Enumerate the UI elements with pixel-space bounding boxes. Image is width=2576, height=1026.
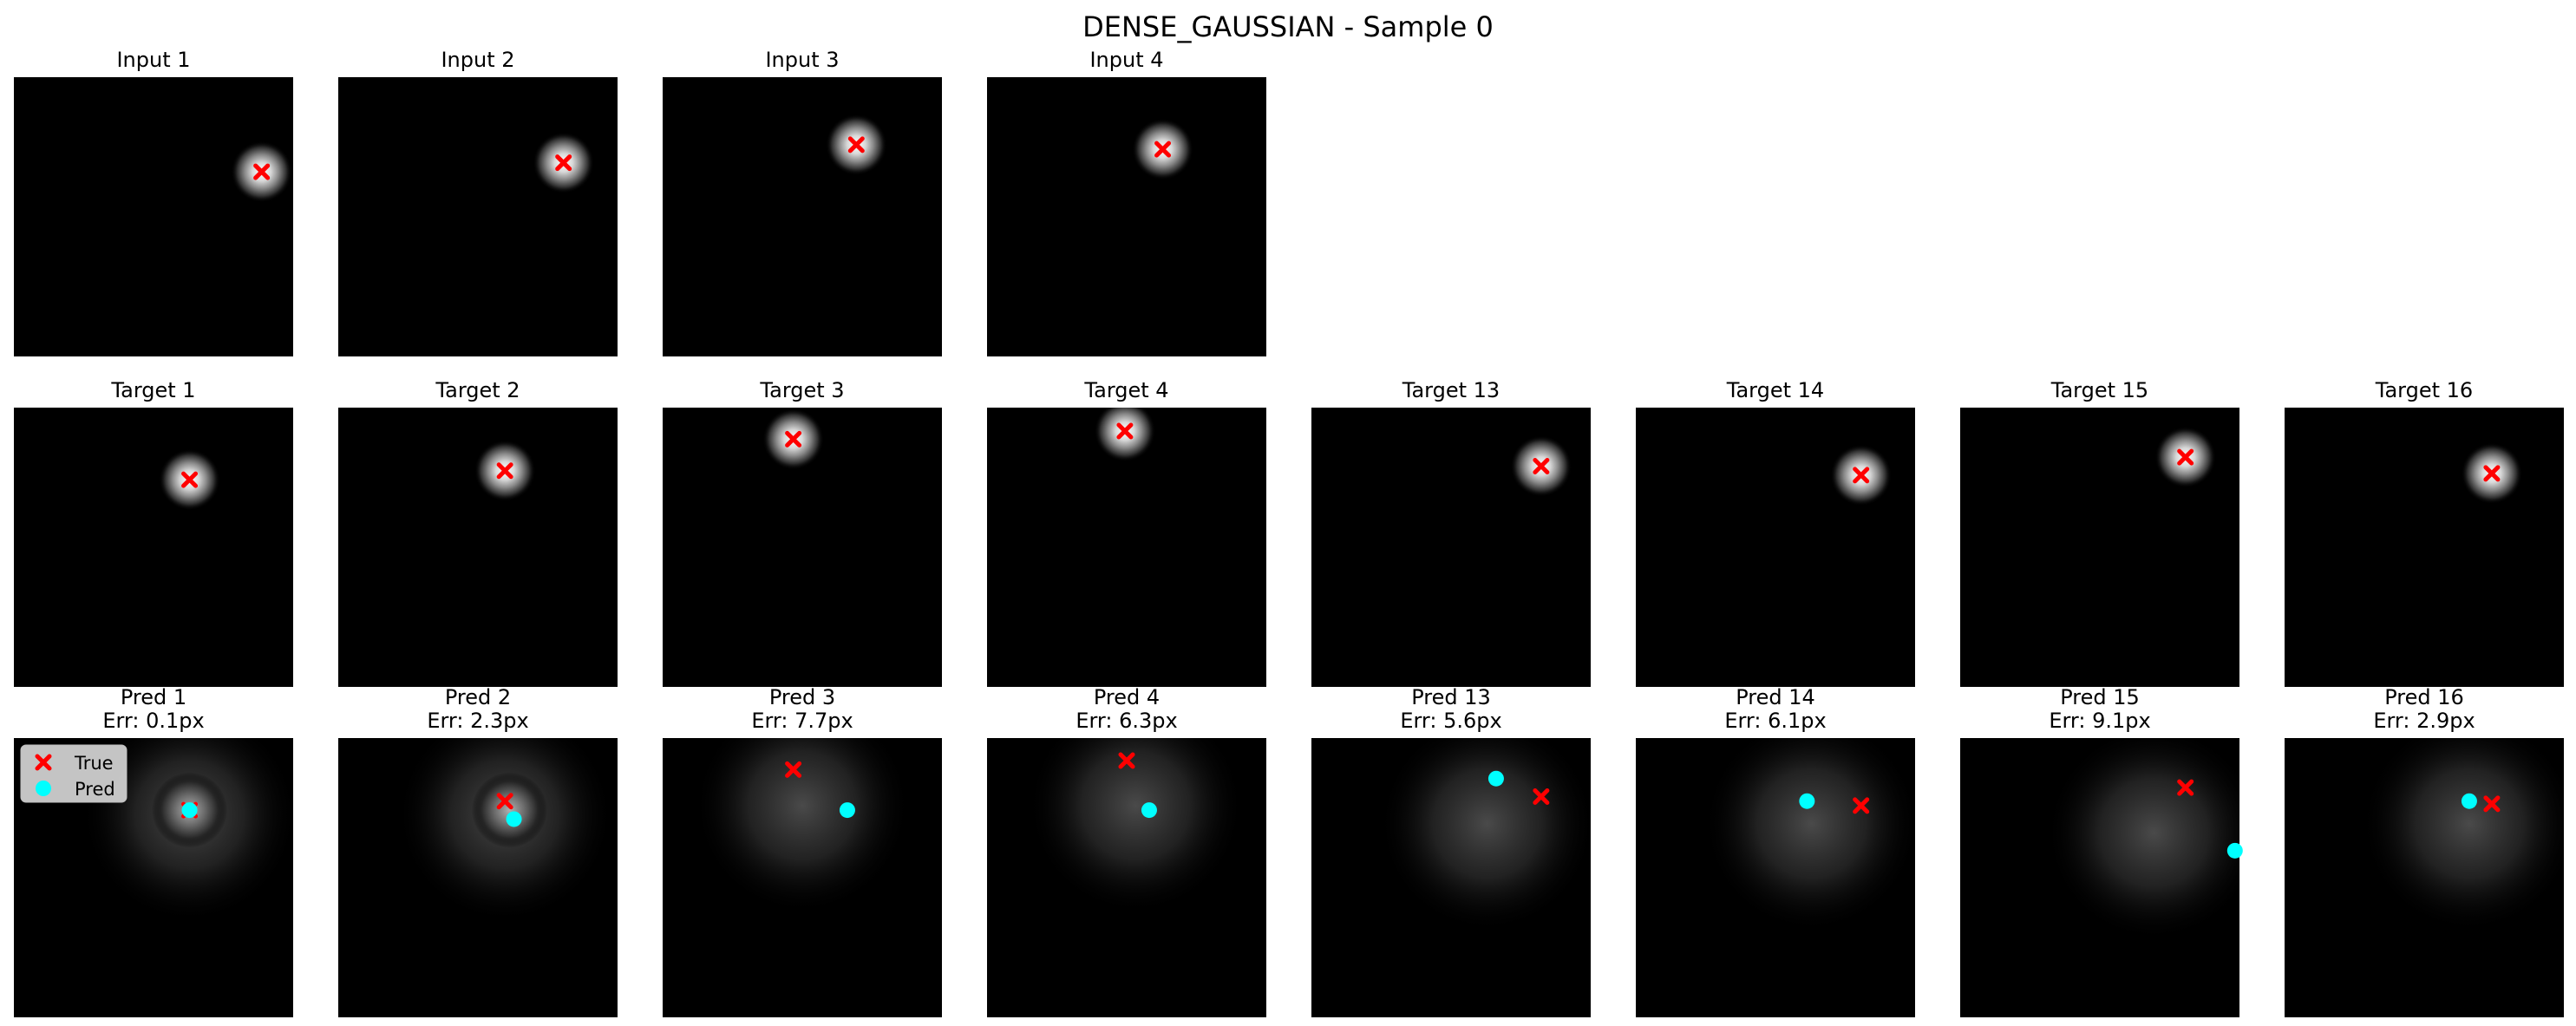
pred-panel-5-title: Pred 13: [1411, 685, 1491, 709]
pred-panel-1-error-label: Err: 0.1px: [102, 709, 204, 733]
pred-panel-6-error-label: Err: 6.1px: [1724, 709, 1826, 733]
input-panel-1-title: Input 1: [116, 48, 190, 72]
input-panel-4-true-marker: [1154, 141, 1172, 158]
pred-panel-3-error-label: Err: 7.7px: [751, 709, 853, 733]
pred-panel-2-error-label: Err: 2.3px: [427, 709, 528, 733]
pred-panel-5-diffuse-glow: [1378, 738, 1591, 932]
input-panel-4: [987, 77, 1266, 356]
target-panel-1: [14, 408, 293, 687]
target-panel-8-title: Target 16: [2375, 378, 2473, 402]
target-panel-3-title: Target 3: [759, 378, 844, 402]
figure-title: DENSE_GAUSSIAN - Sample 0: [1082, 10, 1494, 43]
input-panel-1-true-marker: [253, 163, 271, 180]
pred-panel-6-diffuse-glow: [1703, 738, 1915, 932]
pred-panel-7-true-marker: [2177, 779, 2194, 796]
pred-panel-4-pred-marker: [1141, 802, 1157, 819]
pred-panel-3-true-marker: [785, 761, 802, 778]
target-panel-8-true-marker: [2483, 465, 2501, 482]
legend-label-true: True: [74, 753, 114, 774]
input-panel-3-title: Input 3: [765, 48, 839, 72]
target-panel-2: [338, 408, 618, 687]
input-panel-2-title: Input 2: [441, 48, 514, 72]
pred-panel-4-diffuse-glow: [1027, 738, 1244, 914]
target-panel-7-title: Target 15: [2050, 378, 2148, 402]
target-panel-2-true-marker: [496, 462, 513, 480]
target-panel-5-title: Target 13: [1402, 378, 1500, 402]
pred-panel-8-true-marker: [2483, 795, 2501, 813]
target-panel-1-title: Target 1: [110, 378, 195, 402]
pred-panel-3-title: Pred 3: [769, 685, 835, 709]
target-panel-3-true-marker: [785, 430, 802, 448]
target-panel-6-true-marker: [1853, 467, 1870, 484]
pred-panel-7-title: Pred 15: [2060, 685, 2140, 709]
target-panel-4-true-marker: [1116, 422, 1134, 440]
pred-panel-7-pred-marker: [2226, 842, 2243, 859]
pred-panel-8-title: Pred 16: [2384, 685, 2464, 709]
pred-panel-8-pred-marker: [2461, 793, 2477, 809]
pred-panel-4-error-label: Err: 6.3px: [1076, 709, 1177, 733]
pred-panel-8-diffuse-glow: [2361, 738, 2564, 932]
target-panel-4-blob: [1094, 408, 1156, 462]
pred-panel-3-pred-marker: [839, 802, 855, 819]
input-panel-3: [663, 77, 942, 356]
target-panel-7-true-marker: [2177, 448, 2194, 466]
input-panel-1: [14, 77, 293, 356]
input-panel-2-true-marker: [555, 154, 572, 172]
legend-true-icon: [35, 754, 52, 771]
pred-panel-5-true-marker: [1533, 788, 1550, 806]
pred-panel-2-blob: [471, 772, 547, 848]
pred-panel-6-pred-marker: [1799, 793, 1815, 809]
target-panel-6-title: Target 14: [1726, 378, 1824, 402]
target-panel-2-title: Target 2: [435, 378, 520, 402]
pred-panel-5-pred-marker: [1487, 770, 1504, 787]
pred-panel-6-title: Pred 14: [1736, 685, 1815, 709]
target-panel-1-true-marker: [181, 471, 199, 488]
pred-panel-4-true-marker: [1118, 752, 1135, 769]
pred-panel-5-error-label: Err: 5.6px: [1400, 709, 1501, 733]
pred-panel-7-error-label: Err: 9.1px: [2049, 709, 2150, 733]
pred-panel-2-pred-marker: [506, 811, 522, 827]
pred-panel-6-true-marker: [1853, 797, 1870, 814]
pred-panel-1-pred-marker: [181, 802, 198, 819]
target-panel-8: [2285, 408, 2564, 687]
pred-panel-2-true-marker: [496, 793, 513, 810]
legend: True Pred: [20, 744, 127, 803]
input-panel-4-title: Input 4: [1089, 48, 1163, 72]
pred-panel-3-diffuse-glow: [694, 738, 911, 914]
pred-panel-1-title: Pred 1: [121, 685, 186, 709]
pred-panel-7-diffuse-glow: [2045, 738, 2239, 941]
pred-panel-4-title: Pred 4: [1094, 685, 1160, 709]
legend-pred-icon: [36, 781, 51, 796]
pred-panel-2-title: Pred 2: [445, 685, 511, 709]
pred-panel-8-error-label: Err: 2.9px: [2373, 709, 2475, 733]
target-panel-5-true-marker: [1533, 458, 1550, 475]
input-panel-2: [338, 77, 618, 356]
legend-label-pred: Pred: [75, 779, 115, 800]
target-panel-4-title: Target 4: [1083, 378, 1168, 402]
input-panel-3-true-marker: [847, 136, 865, 154]
